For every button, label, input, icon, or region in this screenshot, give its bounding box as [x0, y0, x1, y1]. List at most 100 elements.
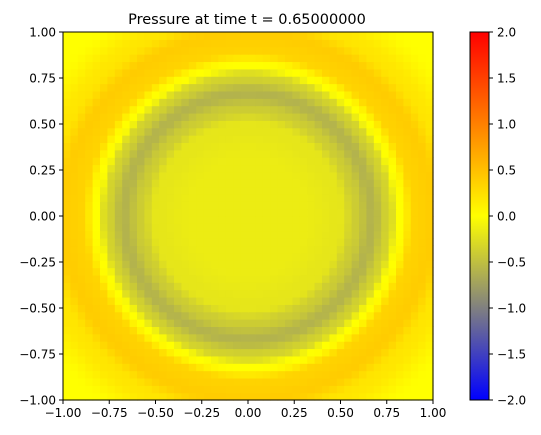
heatmap-cell — [203, 333, 212, 342]
heatmap-cell — [188, 83, 197, 92]
heatmap-cell — [63, 39, 71, 48]
heatmap-cell — [344, 267, 353, 276]
heatmap-cell — [70, 142, 79, 151]
heatmap-cell — [418, 61, 427, 70]
heatmap-cell — [359, 274, 367, 283]
heatmap-cell — [403, 355, 412, 364]
heatmap-cell — [196, 245, 205, 254]
heatmap-cell — [188, 282, 197, 291]
heatmap-cell — [196, 230, 205, 239]
heatmap-cell — [92, 201, 101, 210]
heatmap-cell — [255, 164, 264, 173]
heatmap-cell — [92, 230, 101, 239]
heatmap-cell — [144, 377, 153, 386]
heatmap-cell — [299, 61, 308, 70]
heatmap-cell — [137, 319, 145, 327]
heatmap-cell — [418, 341, 427, 350]
heatmap-cell — [425, 326, 434, 335]
heatmap-cell — [285, 245, 293, 254]
heatmap-cell — [403, 260, 412, 269]
heatmap-cell — [188, 179, 197, 188]
heatmap-cell — [92, 252, 101, 261]
heatmap-cell — [277, 223, 286, 232]
heatmap-cell — [174, 230, 182, 239]
heatmap-cell — [314, 68, 323, 77]
heatmap-cell — [77, 98, 86, 107]
heatmap-cell — [100, 341, 108, 350]
heatmap-cell — [70, 319, 79, 327]
heatmap-cell — [174, 333, 182, 342]
heatmap-cell — [77, 230, 86, 239]
heatmap-cell — [255, 120, 264, 129]
heatmap-cell — [77, 282, 86, 291]
heatmap-cell — [107, 223, 116, 232]
heatmap-cell — [285, 216, 293, 224]
heatmap-cell — [100, 319, 108, 327]
heatmap-cell — [307, 32, 316, 40]
heatmap-cell — [85, 370, 94, 379]
heatmap-cell — [107, 311, 116, 320]
heatmap-cell — [122, 39, 131, 48]
heatmap-cell — [262, 98, 271, 107]
heatmap-cell — [277, 83, 286, 92]
heatmap-cell — [203, 32, 212, 40]
heatmap-cell — [203, 341, 212, 350]
heatmap-cell — [218, 238, 227, 247]
heatmap-cell — [329, 392, 338, 401]
heatmap-cell — [285, 267, 293, 276]
heatmap-cell — [425, 46, 434, 55]
heatmap-cell — [248, 157, 256, 166]
heatmap-cell — [396, 135, 404, 143]
heatmap-cell — [403, 157, 412, 166]
heatmap-cell — [425, 105, 434, 114]
heatmap-cell — [211, 186, 219, 195]
heatmap-cell — [70, 282, 79, 291]
heatmap-cell — [225, 311, 234, 320]
heatmap-cell — [174, 363, 182, 372]
heatmap-cell — [129, 304, 138, 313]
heatmap-cell — [388, 68, 397, 77]
heatmap-cell — [181, 83, 190, 92]
heatmap-cell — [255, 326, 264, 335]
heatmap-cell — [373, 127, 382, 136]
heatmap-cell — [344, 61, 353, 70]
heatmap-cell — [270, 186, 279, 195]
heatmap-cell — [270, 90, 279, 99]
heatmap-cell — [351, 274, 360, 283]
heatmap-cell — [366, 105, 375, 114]
heatmap-cell — [351, 149, 360, 158]
heatmap-cell — [292, 46, 301, 55]
heatmap-cell — [388, 216, 397, 224]
heatmap-cell — [262, 61, 271, 70]
heatmap-cell — [240, 157, 249, 166]
heatmap-cell — [418, 39, 427, 48]
heatmap-cell — [188, 370, 197, 379]
heatmap-cell — [299, 296, 308, 305]
heatmap-cell — [114, 392, 123, 401]
heatmap-cell — [174, 319, 182, 327]
heatmap-cell — [211, 223, 219, 232]
heatmap-cell — [388, 157, 397, 166]
heatmap-cell — [277, 341, 286, 350]
heatmap-cell — [107, 164, 116, 173]
heatmap-cell — [344, 385, 353, 394]
heatmap-cell — [129, 105, 138, 114]
heatmap-cell — [181, 355, 190, 364]
heatmap-cell — [240, 392, 249, 401]
heatmap-cell — [381, 98, 390, 107]
heatmap-cell — [381, 238, 390, 247]
heatmap-cell — [410, 392, 419, 401]
heatmap-cell — [218, 112, 227, 121]
heatmap-cell — [307, 142, 316, 151]
heatmap-cell — [203, 260, 212, 269]
heatmap-cell — [203, 39, 212, 48]
heatmap-cell — [314, 142, 323, 151]
heatmap-cell — [396, 296, 404, 305]
heatmap-cell — [255, 32, 264, 40]
heatmap-cell — [159, 230, 168, 239]
heatmap-cell — [159, 157, 168, 166]
heatmap-cell — [166, 370, 175, 379]
heatmap-cell — [233, 385, 242, 394]
heatmap-cell — [388, 333, 397, 342]
heatmap-cell — [351, 201, 360, 210]
